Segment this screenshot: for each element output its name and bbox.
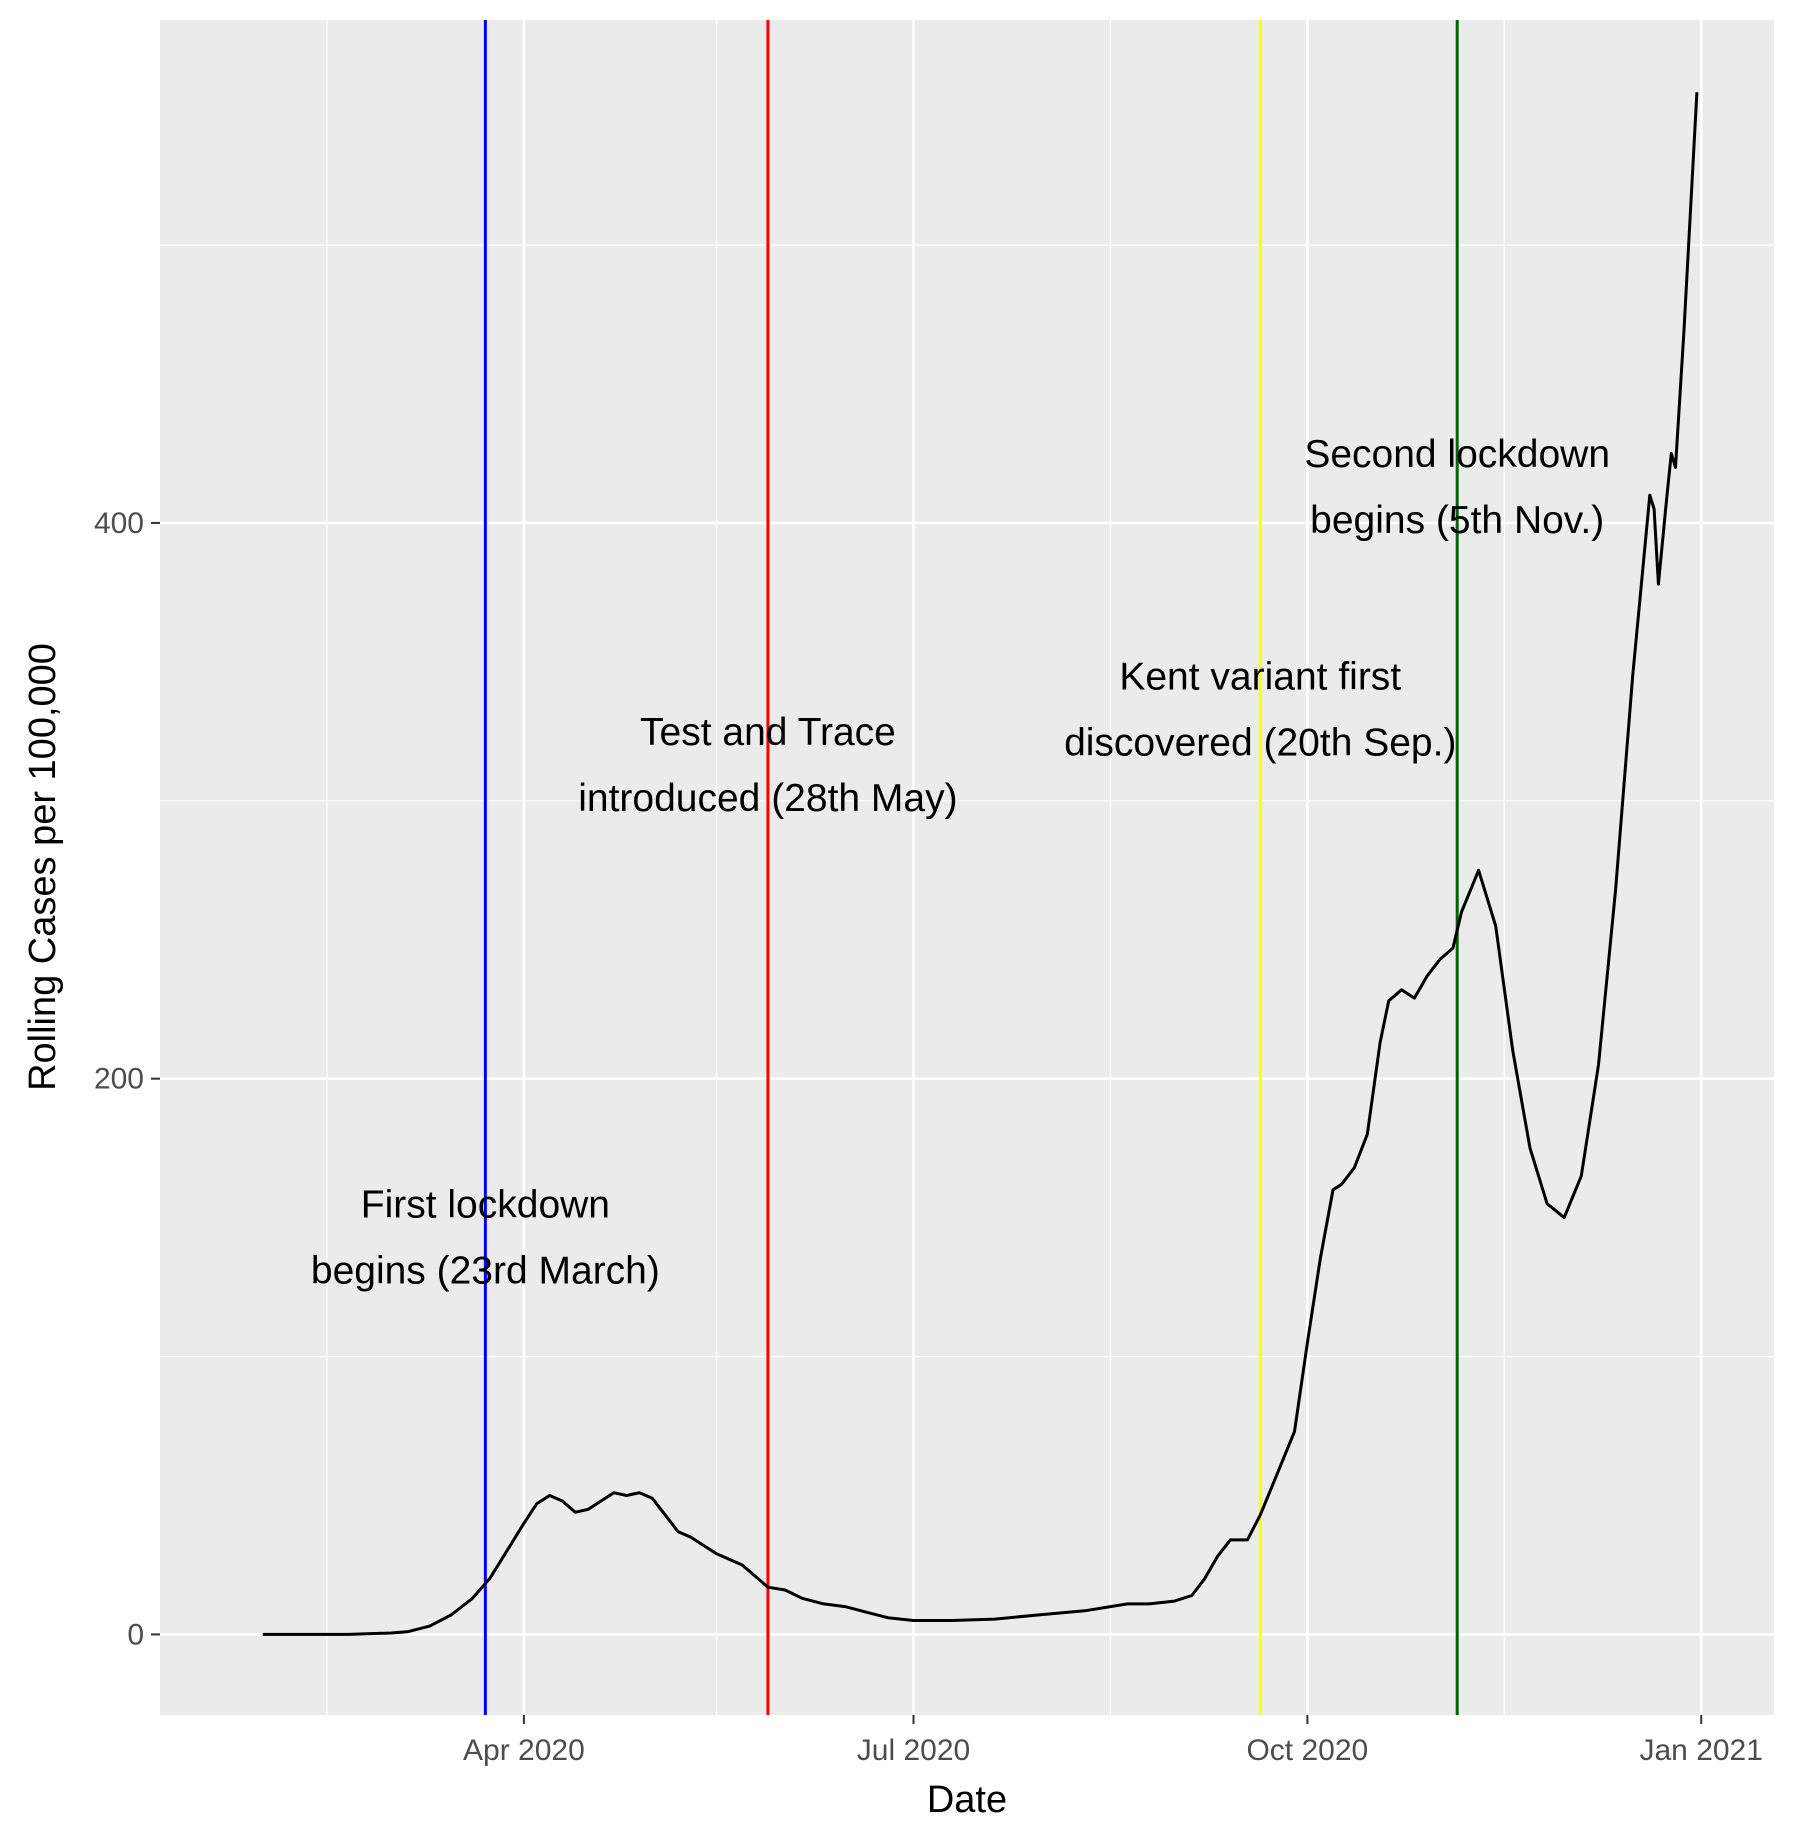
annotation-1: Test and Trace introduced (28th May): [578, 711, 957, 820]
annotation-3: Second lockdown begins (5th Nov.): [1304, 433, 1610, 542]
annotation-2-line-0: Kent variant first: [1119, 655, 1401, 698]
gridlines: [160, 20, 1774, 1715]
event-lines: [483, 20, 1459, 1715]
x-tick-label-2: Oct 2020: [1246, 1734, 1368, 1767]
x-tick-label-0: Apr 2020: [463, 1734, 585, 1767]
annotation-2-line-1: discovered (20th Sep.): [1064, 721, 1456, 764]
annotation-3-line-1: begins (5th Nov.): [1310, 499, 1604, 542]
y-tick-label-1: 200: [94, 1063, 144, 1096]
annotation-1-line-1: introduced (28th May): [578, 777, 957, 820]
y-axis-title: Rolling Cases per 100,000: [22, 643, 64, 1091]
x-tick-label-3: Jan 2021: [1639, 1734, 1762, 1767]
annotation-0: First lockdown begins (23rd March): [311, 1183, 660, 1292]
x-axis-title: Date: [927, 1779, 1007, 1821]
annotation-3-line-0: Second lockdown: [1304, 433, 1610, 476]
axes: 0 200 400 Apr 2020 Jul 2020 Oct 2020 Jan 2021: [94, 507, 1763, 1767]
series-line: [262, 92, 1699, 1636]
annotation-1-line-0: Test and Trace: [640, 711, 896, 754]
y-tick-label-0: 0: [127, 1618, 144, 1651]
annotation-0-line-0: First lockdown: [361, 1183, 610, 1226]
annotation-2: Kent variant first discovered (20th Sep.): [1064, 655, 1456, 764]
event-annotations: First lockdown begins (23rd March) Test an…: [311, 433, 1610, 1292]
plot-panel: [160, 20, 1774, 1715]
y-tick-label-2: 400: [94, 507, 144, 540]
x-tick-label-1: Jul 2020: [857, 1734, 970, 1767]
annotation-0-line-1: begins (23rd March): [311, 1249, 660, 1292]
